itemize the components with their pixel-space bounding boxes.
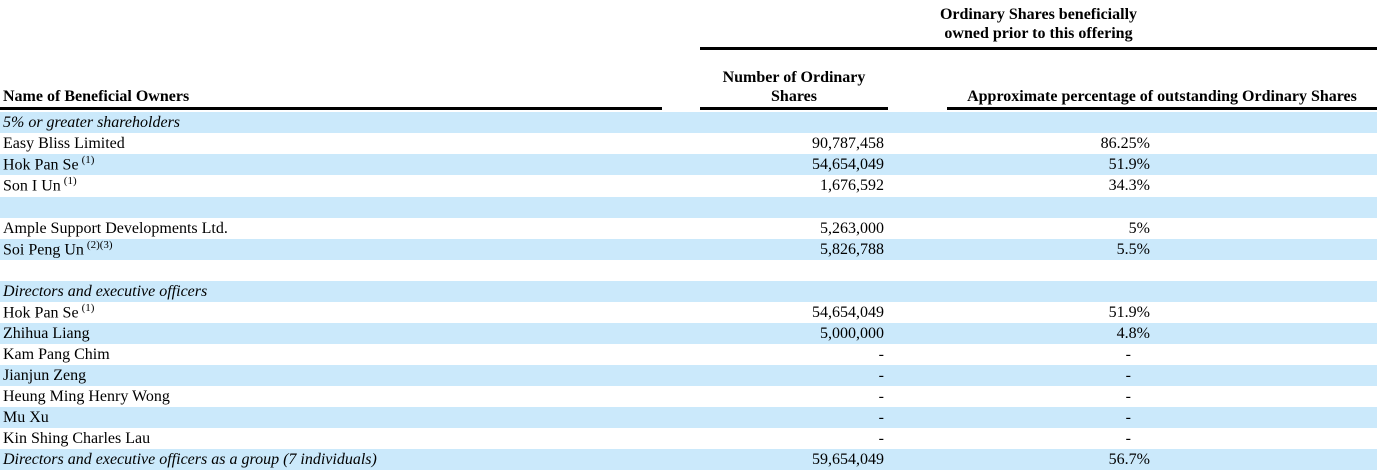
owner-name: Directors and executive officers as a gr… — [3, 451, 377, 469]
shares-value: - — [878, 346, 884, 364]
owner-name: Mu Xu — [3, 409, 49, 427]
spacer-row — [0, 196, 1377, 218]
percent-value: - — [1125, 388, 1131, 406]
owner-name: Zhihua Liang — [3, 325, 90, 343]
percent-value: - — [1125, 430, 1131, 448]
percent-value: - — [1125, 346, 1131, 364]
percent-value — [888, 112, 1377, 133]
table-row: Heung Ming Henry Wong - - — [0, 386, 1377, 407]
table-row: Ample Support Developments Ltd. 5,263,000… — [0, 218, 1377, 239]
table-row: Jianjun Zeng - - — [0, 365, 1377, 387]
owner-name: Easy Bliss Limited — [3, 135, 125, 152]
table-row: Kin Shing Charles Lau - - — [0, 428, 1377, 449]
owner-name: Hok Pan Se (1) — [3, 301, 95, 322]
table-row: 5% or greater shareholders — [0, 112, 1377, 133]
column-header-name: Name of Beneficial Owners — [0, 88, 662, 110]
table-row: Hok Pan Se (1) 54,654,049 51.9% — [0, 154, 1377, 176]
shares-value: - — [878, 367, 884, 385]
owner-name: Kin Shing Charles Lau — [3, 430, 151, 448]
spacer-row — [0, 260, 1377, 281]
table-row: Kam Pang Chim - - — [0, 344, 1377, 365]
group-header: Ordinary Shares beneficially owned prior… — [700, 0, 1377, 50]
owner-name: Soi Peng Un (2)(3) — [3, 238, 113, 258]
shares-value — [690, 112, 888, 133]
shares-value: 5,826,788 — [820, 240, 884, 258]
footnote-ref: (1) — [81, 154, 95, 166]
percent-value: 5% — [1128, 219, 1150, 237]
shares-value: - — [878, 409, 884, 427]
table-row: Zhihua Liang 5,000,000 4.8% — [0, 323, 1377, 345]
owner-name: 5% or greater shareholders — [3, 114, 181, 131]
table-row: Son I Un (1) 1,676,592 34.3% — [0, 175, 1377, 196]
owner-name: Directors and executive officers — [3, 282, 208, 300]
percent-value — [888, 281, 1377, 302]
shares-value: 1,676,592 — [820, 177, 884, 195]
table-row: Directors and executive officers as a gr… — [0, 449, 1377, 471]
shares-value: 5,263,000 — [820, 219, 884, 237]
shares-value: 59,654,049 — [812, 451, 884, 469]
percent-value: 5.5% — [1116, 240, 1150, 258]
footnote-ref: (1) — [63, 175, 77, 188]
percent-value: 56.7% — [1108, 451, 1150, 469]
owner-name: Son I Un (1) — [3, 175, 77, 195]
shares-value: - — [878, 430, 884, 448]
shares-value: 5,000,000 — [820, 325, 884, 343]
footnote-ref: (2)(3) — [86, 238, 113, 251]
percent-value: 34.3% — [1108, 177, 1150, 195]
percent-value: - — [1125, 367, 1131, 385]
table-row: Directors and executive officers — [0, 280, 1377, 302]
owner-name: Ample Support Developments Ltd. — [3, 219, 228, 237]
percent-value: 51.9% — [1108, 156, 1150, 173]
group-header-line2: owned prior to this offering — [944, 25, 1133, 42]
column-header-percent: Approximate percentage of outstanding Or… — [947, 88, 1377, 110]
shares-value: - — [878, 388, 884, 406]
owner-name: Hok Pan Se (1) — [3, 154, 95, 174]
table-body: 5% or greater shareholders Easy Bliss Lim… — [0, 112, 1377, 471]
group-header-line1: Ordinary Shares beneficially — [939, 6, 1138, 23]
table-row: Soi Peng Un (2)(3) 5,826,788 5.5% — [0, 238, 1377, 260]
shares-value: 90,787,458 — [812, 135, 884, 152]
shares-value — [690, 281, 888, 302]
table-row: Hok Pan Se (1) 54,654,049 51.9% — [0, 302, 1377, 323]
table-row: Mu Xu - - — [0, 407, 1377, 429]
owner-name: Kam Pang Chim — [3, 346, 110, 364]
percent-value: - — [1125, 409, 1131, 427]
table-row: Easy Bliss Limited 90,787,458 86.25% — [0, 133, 1377, 154]
owner-name: Heung Ming Henry Wong — [3, 388, 170, 406]
footnote-ref: (1) — [81, 301, 95, 314]
column-headers: Name of Beneficial Owners Number of Ordi… — [0, 68, 1377, 110]
column-header-shares-line2: Shares — [771, 88, 817, 105]
column-header-shares: Number of Ordinary Shares — [700, 68, 888, 110]
percent-value: 51.9% — [1108, 303, 1150, 321]
percent-value: 86.25% — [1100, 135, 1150, 152]
column-header-shares-line1: Number of Ordinary — [722, 69, 866, 86]
shares-value: 54,654,049 — [812, 156, 884, 173]
shares-value: 54,654,049 — [812, 303, 884, 321]
owner-name: Jianjun Zeng — [3, 367, 87, 385]
percent-value: 4.8% — [1116, 325, 1150, 343]
